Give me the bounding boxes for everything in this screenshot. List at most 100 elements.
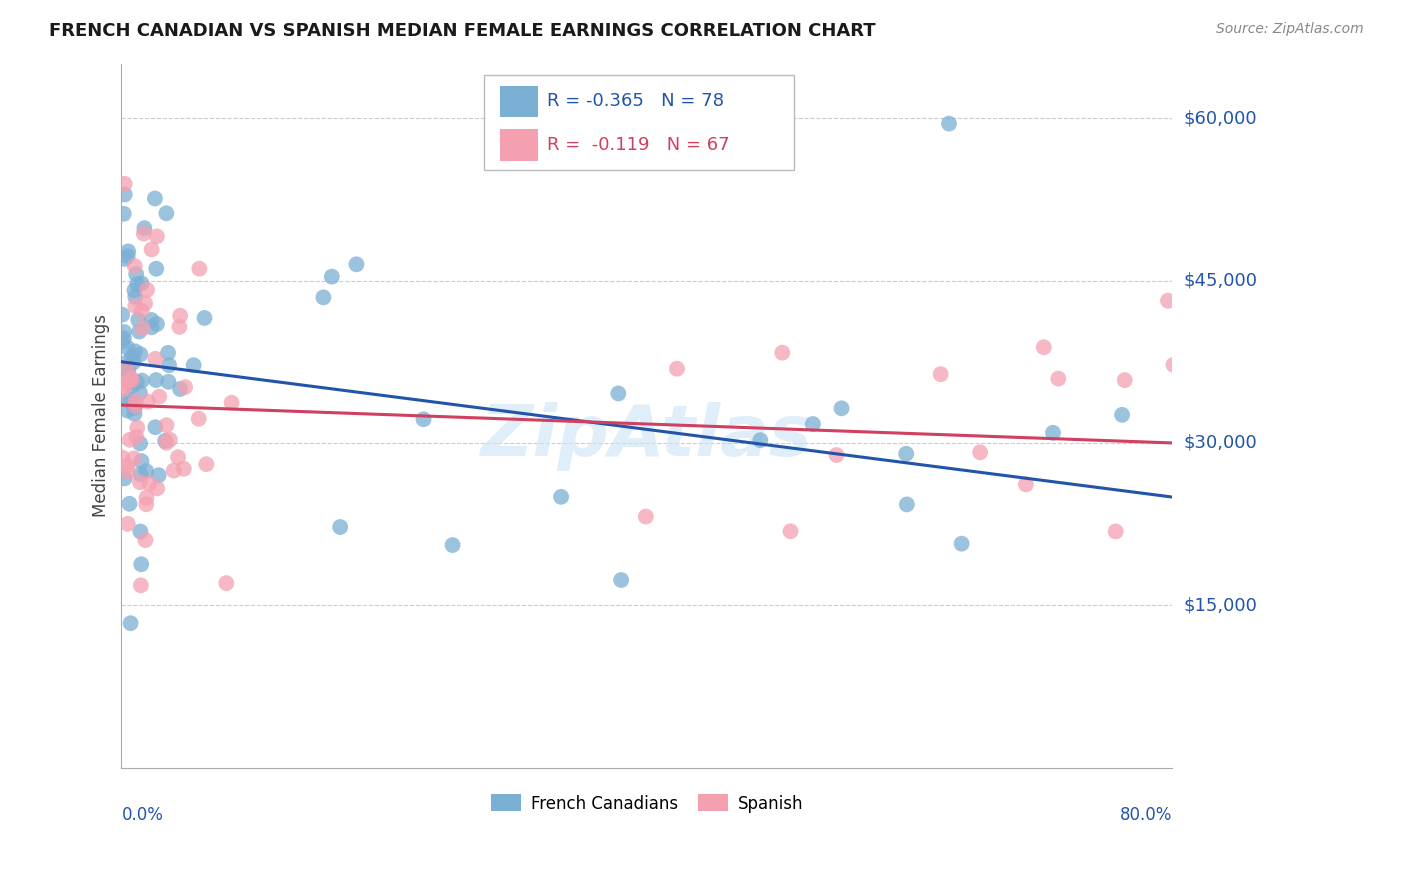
Point [124, 299, 146, 313]
Point [122, 451, 145, 466]
Point [127, 277, 149, 291]
Point [1261, 468, 1284, 483]
Point [129, 436, 152, 450]
Point [157, 375, 180, 389]
Point [117, 392, 139, 407]
Point [120, 371, 142, 385]
Point [1114, 373, 1136, 387]
Point [969, 445, 991, 459]
Point [114, 252, 136, 266]
Point [114, 187, 136, 202]
Point [312, 290, 335, 304]
Point [138, 476, 160, 491]
Point [1163, 358, 1185, 372]
FancyBboxPatch shape [499, 86, 537, 117]
Text: $45,000: $45,000 [1184, 271, 1257, 290]
Point [167, 450, 190, 464]
Point [146, 317, 169, 331]
Point [111, 308, 134, 322]
Point [831, 401, 853, 416]
Point [938, 117, 960, 131]
Point [665, 361, 688, 376]
Point [125, 430, 148, 444]
Point [169, 382, 191, 396]
Point [114, 471, 136, 485]
Point [111, 334, 134, 349]
Point [441, 538, 464, 552]
Point [124, 259, 146, 273]
Point [131, 374, 153, 388]
Point [159, 433, 181, 447]
Y-axis label: Median Female Earnings: Median Female Earnings [93, 314, 110, 517]
Point [121, 349, 143, 363]
Point [1253, 404, 1275, 418]
Point [115, 361, 138, 376]
FancyBboxPatch shape [499, 129, 537, 161]
Point [121, 378, 143, 392]
Point [929, 367, 952, 381]
Point [215, 576, 238, 591]
Point [124, 283, 146, 297]
Point [193, 310, 215, 325]
Text: Source: ZipAtlas.com: Source: ZipAtlas.com [1216, 22, 1364, 37]
Point [118, 433, 141, 447]
Point [145, 373, 167, 387]
Point [143, 191, 166, 205]
Point [188, 261, 211, 276]
Point [131, 454, 153, 468]
Point [118, 394, 141, 409]
Point [124, 407, 146, 421]
Point [950, 536, 973, 550]
Point [321, 269, 343, 284]
Point [117, 249, 139, 263]
Point [125, 394, 148, 409]
Point [1185, 335, 1208, 350]
Point [114, 177, 136, 191]
Point [118, 373, 141, 387]
Point [169, 319, 191, 334]
Point [155, 435, 177, 450]
Point [131, 321, 153, 335]
Point [749, 433, 772, 447]
Point [121, 373, 143, 387]
Point [221, 395, 243, 409]
Text: $30,000: $30,000 [1184, 434, 1257, 452]
Point [145, 351, 167, 366]
Point [1105, 524, 1128, 539]
Point [112, 325, 135, 339]
Point [550, 490, 572, 504]
Point [135, 491, 157, 505]
Point [132, 227, 155, 241]
Point [1015, 477, 1038, 491]
Point [129, 467, 152, 482]
Point [146, 482, 169, 496]
Point [801, 417, 824, 431]
Point [173, 462, 195, 476]
Text: $15,000: $15,000 [1184, 597, 1257, 615]
Point [120, 616, 142, 631]
Point [124, 400, 146, 414]
Point [127, 313, 149, 327]
Text: 80.0%: 80.0% [1121, 806, 1173, 824]
Point [111, 382, 134, 396]
Point [143, 420, 166, 434]
Point [1042, 425, 1064, 440]
Point [825, 448, 848, 462]
Point [131, 277, 153, 291]
Point [129, 578, 152, 592]
Point [1111, 408, 1133, 422]
Text: ZipAtlas: ZipAtlas [481, 402, 813, 472]
Point [117, 341, 139, 355]
Point [153, 434, 176, 448]
Point [610, 573, 633, 587]
Point [155, 418, 177, 433]
Point [141, 243, 163, 257]
Point [136, 394, 159, 409]
Point [117, 465, 139, 479]
Point [112, 331, 135, 345]
Point [1157, 293, 1180, 308]
Point [169, 309, 191, 323]
Point [346, 257, 368, 271]
Point [634, 509, 657, 524]
Point [157, 359, 180, 373]
